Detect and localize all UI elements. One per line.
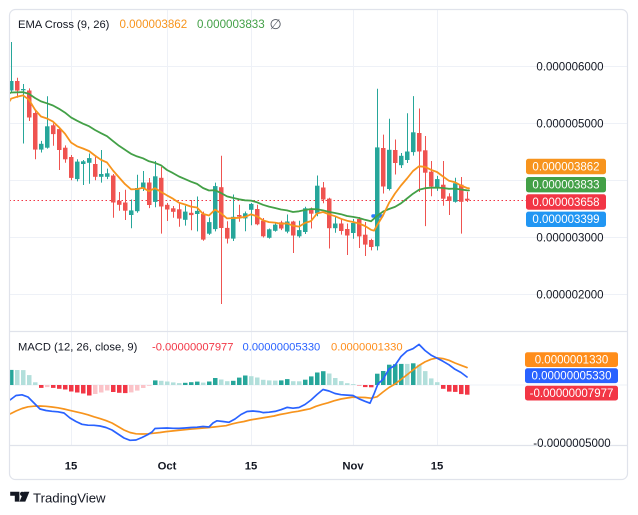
svg-text:Oct: Oct [158,460,177,472]
svg-text:0.000003833: 0.000003833 [532,180,599,192]
svg-text:0.000003000: 0.000003000 [536,233,603,245]
svg-text:0.000003833: 0.000003833 [197,18,265,31]
svg-text:TradingView: TradingView [33,491,106,506]
svg-text:15: 15 [245,460,258,472]
svg-text:EMA Cross (9, 26): EMA Cross (9, 26) [18,19,110,31]
svg-text:15: 15 [65,460,78,472]
svg-text:-0.00000007977: -0.00000007977 [530,388,614,400]
svg-text:MACD (12, 26, close, 9): MACD (12, 26, close, 9) [18,342,138,354]
svg-text:0.00000005330: 0.00000005330 [243,342,321,354]
svg-text:0.000003862: 0.000003862 [532,161,599,173]
svg-text:∅: ∅ [270,16,282,32]
svg-text:0.000005000: 0.000005000 [536,119,603,131]
svg-text:0.000006000: 0.000006000 [536,62,603,74]
svg-text:0.0000001330: 0.0000001330 [535,355,609,367]
svg-text:0.000002000: 0.000002000 [536,290,603,302]
svg-text:0.000003399: 0.000003399 [532,214,599,226]
svg-text:0.0000001330: 0.0000001330 [331,342,403,354]
svg-text:-0.00000007977: -0.00000007977 [152,342,234,354]
svg-text:-0.0000005000: -0.0000005000 [533,438,610,450]
svg-text:Nov: Nov [342,460,364,472]
svg-text:15: 15 [431,460,444,472]
svg-text:0.000003862: 0.000003862 [120,18,188,31]
svg-text:0.000003658: 0.000003658 [532,197,599,209]
svg-text:0.00000005330: 0.00000005330 [532,371,612,383]
